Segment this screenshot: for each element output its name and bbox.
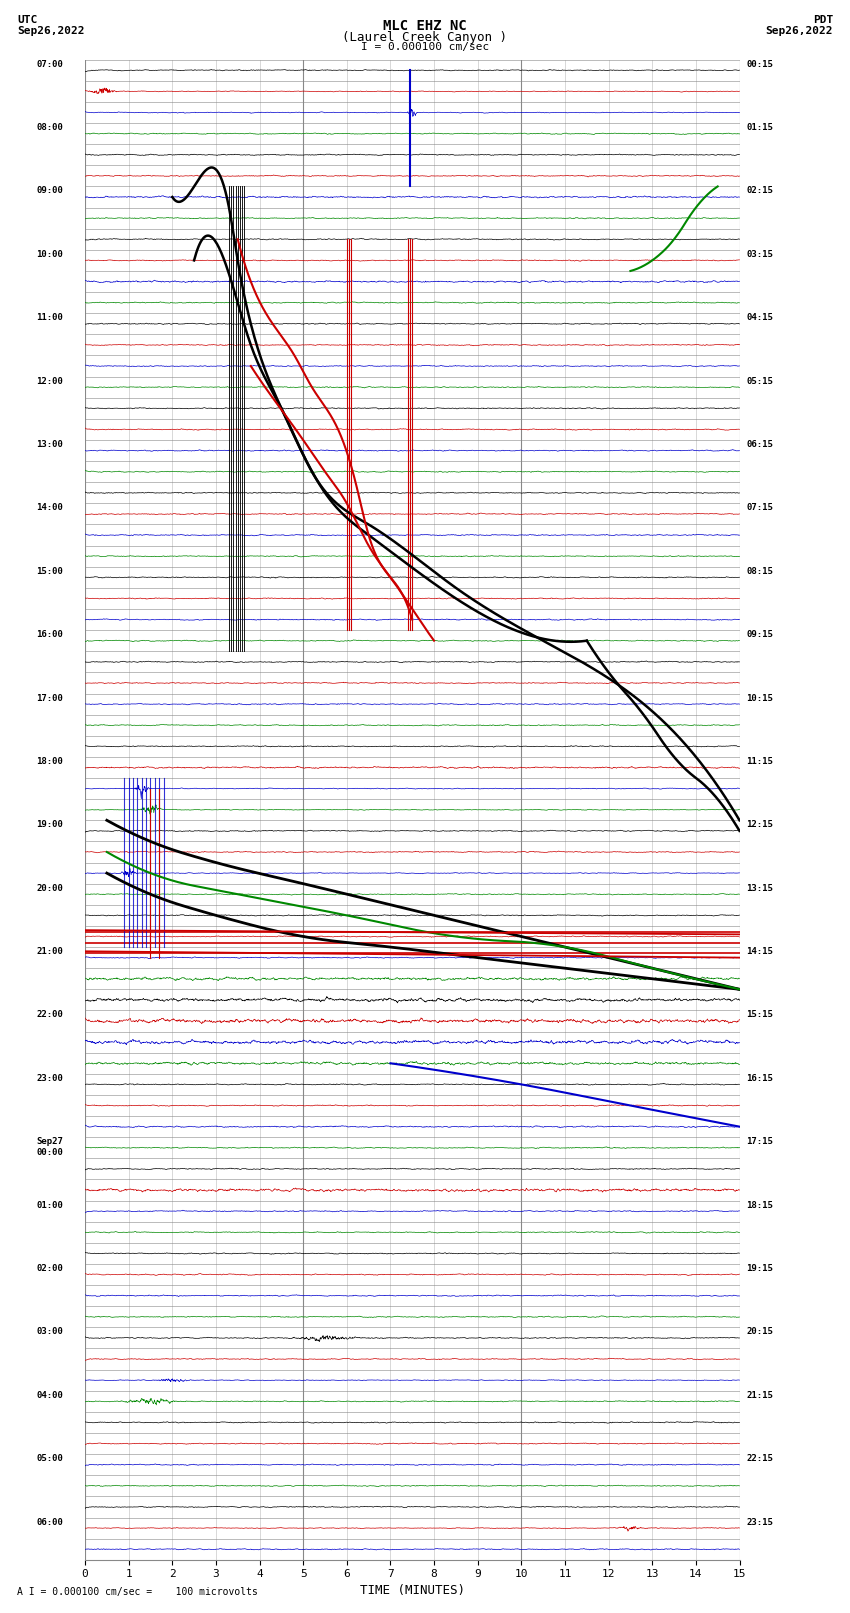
Text: 23:15: 23:15 [746,1518,773,1526]
Text: 20:15: 20:15 [746,1327,773,1336]
Text: 17:00: 17:00 [37,694,63,703]
Text: 11:00: 11:00 [37,313,63,323]
Text: 22:15: 22:15 [746,1455,773,1463]
Text: 16:00: 16:00 [37,631,63,639]
Text: 02:15: 02:15 [746,187,773,195]
Text: 04:00: 04:00 [37,1390,63,1400]
Text: 22:00: 22:00 [37,1010,63,1019]
Text: 19:15: 19:15 [746,1265,773,1273]
Text: 06:00: 06:00 [37,1518,63,1526]
Text: 20:00: 20:00 [37,884,63,892]
Text: UTC: UTC [17,15,37,24]
Text: 05:00: 05:00 [37,1455,63,1463]
Text: A I = 0.000100 cm/sec =    100 microvolts: A I = 0.000100 cm/sec = 100 microvolts [17,1587,258,1597]
Text: 02:00: 02:00 [37,1265,63,1273]
Text: 15:15: 15:15 [746,1010,773,1019]
Text: 13:15: 13:15 [746,884,773,892]
Text: 23:00: 23:00 [37,1074,63,1082]
Text: 08:00: 08:00 [37,123,63,132]
Text: 06:15: 06:15 [746,440,773,448]
Text: I = 0.000100 cm/sec: I = 0.000100 cm/sec [361,42,489,52]
Text: 13:00: 13:00 [37,440,63,448]
Text: 12:15: 12:15 [746,821,773,829]
Text: 05:15: 05:15 [746,376,773,386]
Text: Sep26,2022: Sep26,2022 [17,26,84,35]
Text: 18:00: 18:00 [37,756,63,766]
Text: 08:15: 08:15 [746,566,773,576]
Text: 01:15: 01:15 [746,123,773,132]
X-axis label: TIME (MINUTES): TIME (MINUTES) [360,1584,465,1597]
Text: 17:15: 17:15 [746,1137,773,1147]
Text: 16:15: 16:15 [746,1074,773,1082]
Text: MLC EHZ NC: MLC EHZ NC [383,19,467,34]
Text: 15:00: 15:00 [37,566,63,576]
Text: Sep26,2022: Sep26,2022 [766,26,833,35]
Text: PDT: PDT [813,15,833,24]
Text: 21:00: 21:00 [37,947,63,957]
Text: 04:15: 04:15 [746,313,773,323]
Text: 10:15: 10:15 [746,694,773,703]
Text: 09:00: 09:00 [37,187,63,195]
Text: 11:15: 11:15 [746,756,773,766]
Text: 14:00: 14:00 [37,503,63,513]
Text: (Laurel Creek Canyon ): (Laurel Creek Canyon ) [343,31,507,44]
Text: 07:00: 07:00 [37,60,63,69]
Text: 21:15: 21:15 [746,1390,773,1400]
Text: 03:15: 03:15 [746,250,773,258]
Text: 00:15: 00:15 [746,60,773,69]
Text: 14:15: 14:15 [746,947,773,957]
Text: 12:00: 12:00 [37,376,63,386]
Text: 18:15: 18:15 [746,1200,773,1210]
Text: 19:00: 19:00 [37,821,63,829]
Text: Sep27
00:00: Sep27 00:00 [37,1137,63,1157]
Text: 09:15: 09:15 [746,631,773,639]
Text: 07:15: 07:15 [746,503,773,513]
Text: 01:00: 01:00 [37,1200,63,1210]
Text: 03:00: 03:00 [37,1327,63,1336]
Text: 10:00: 10:00 [37,250,63,258]
